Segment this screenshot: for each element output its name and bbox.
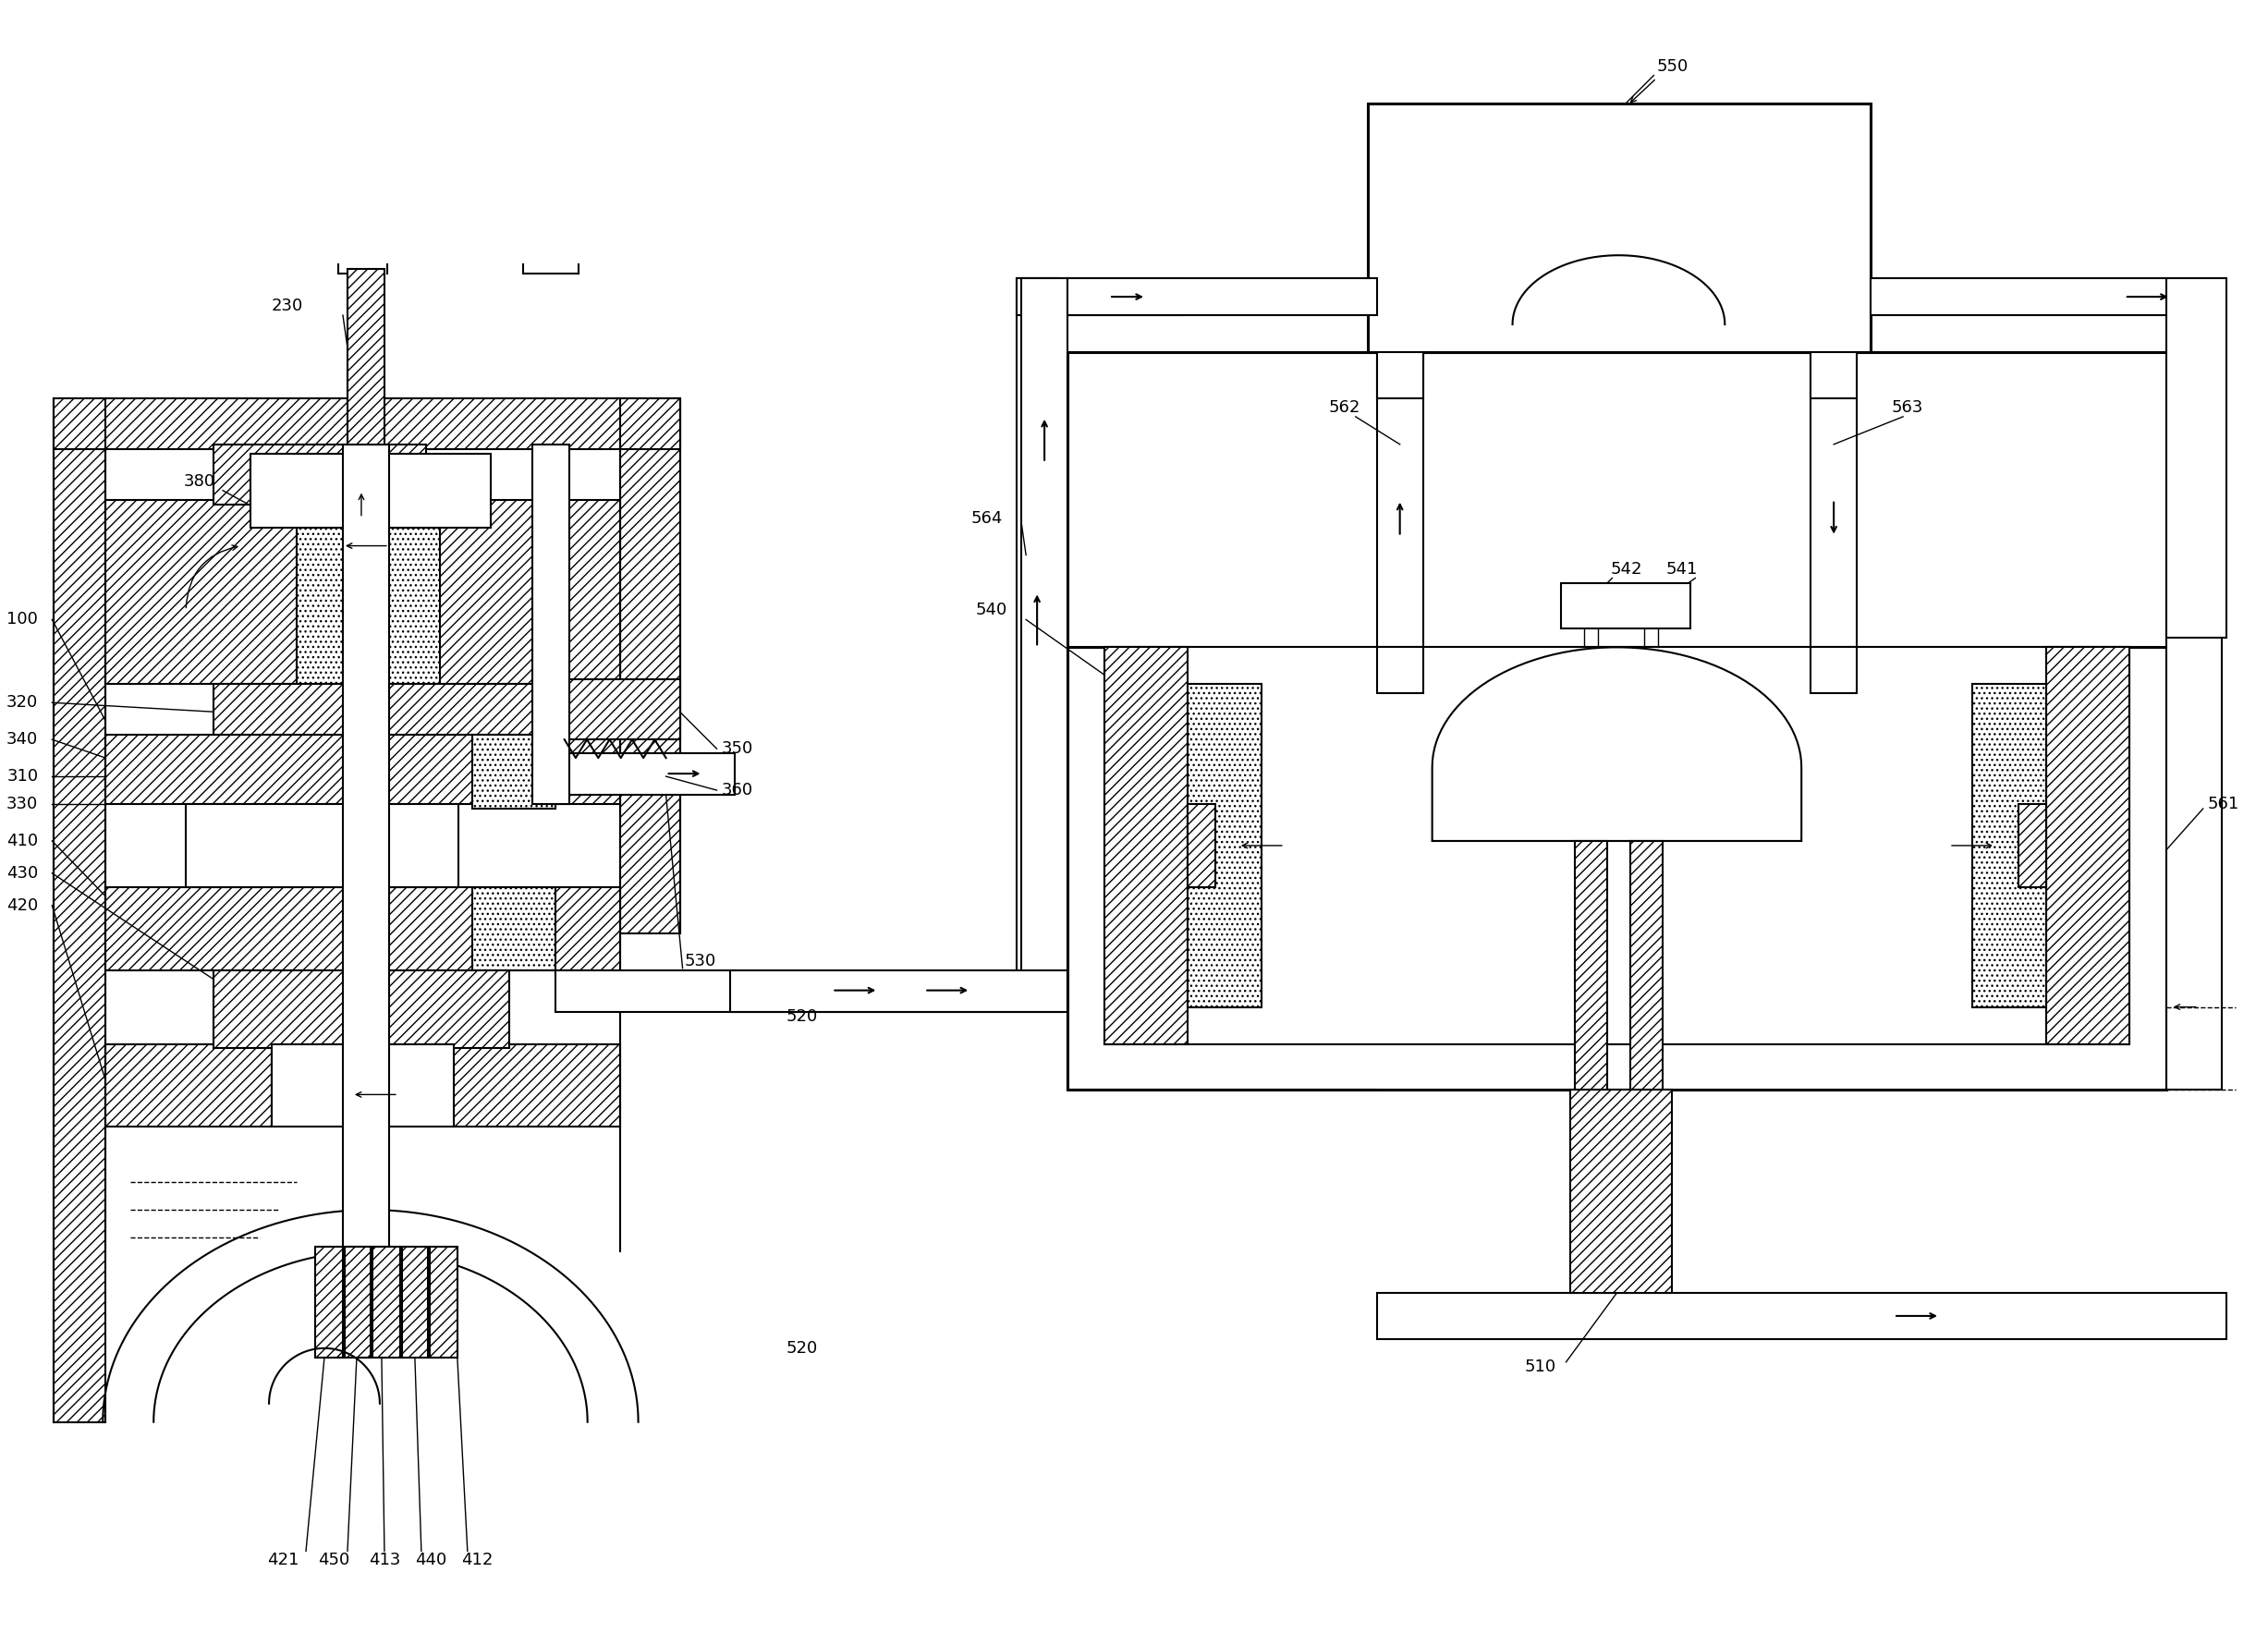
Bar <box>472 735 556 808</box>
Text: 542: 542 <box>1610 560 1642 576</box>
Text: 413: 413 <box>367 1551 399 1569</box>
Bar <box>347 269 383 444</box>
Bar <box>1377 353 1422 398</box>
Text: 520: 520 <box>787 1341 819 1357</box>
Text: 550: 550 <box>1656 57 1687 75</box>
Text: 564: 564 <box>971 509 1002 526</box>
Text: 440: 440 <box>415 1551 447 1569</box>
Bar <box>1105 647 2130 1043</box>
Text: 410: 410 <box>7 833 39 849</box>
Bar <box>1810 353 1857 398</box>
Text: 563: 563 <box>1892 398 1923 416</box>
Bar <box>1631 841 1662 1089</box>
Bar <box>1576 841 1608 1089</box>
Text: 360: 360 <box>721 782 753 799</box>
Text: 540: 540 <box>975 603 1007 619</box>
Bar <box>1016 278 1184 315</box>
Bar <box>551 753 735 795</box>
Bar <box>1016 278 1059 975</box>
Bar <box>429 1246 458 1357</box>
Bar <box>1810 353 1857 647</box>
Bar <box>556 970 1064 1011</box>
Bar <box>1021 278 1068 975</box>
Bar <box>186 803 458 887</box>
Bar <box>730 970 1068 1011</box>
Polygon shape <box>1431 647 1801 841</box>
Bar <box>107 887 619 970</box>
Bar <box>107 500 619 684</box>
Bar <box>107 735 619 803</box>
Bar <box>533 444 569 803</box>
Bar <box>1188 803 1216 887</box>
Bar <box>1368 103 1871 353</box>
Bar <box>619 398 680 932</box>
Text: 541: 541 <box>1665 560 1696 576</box>
Text: 421: 421 <box>268 1551 299 1569</box>
Text: 380: 380 <box>184 474 215 490</box>
Bar <box>1572 1089 1672 1293</box>
Bar <box>1068 601 2166 1089</box>
Bar <box>213 970 508 1048</box>
Bar <box>1068 278 1377 315</box>
Bar <box>54 398 107 1422</box>
Text: 350: 350 <box>721 740 753 758</box>
Text: 340: 340 <box>7 732 39 748</box>
Bar <box>1377 353 1422 647</box>
Bar <box>454 1043 619 1127</box>
Bar <box>213 444 426 505</box>
Text: 510: 510 <box>1524 1359 1556 1375</box>
Bar <box>107 1043 272 1127</box>
Text: 520: 520 <box>787 1008 819 1024</box>
Text: 420: 420 <box>7 897 39 914</box>
Bar <box>342 444 390 1246</box>
Text: 561: 561 <box>2207 795 2239 812</box>
Bar <box>297 500 440 684</box>
Bar <box>2166 601 2220 1089</box>
Bar <box>2046 647 2130 1043</box>
Bar <box>1377 647 1422 694</box>
Text: 450: 450 <box>318 1551 349 1569</box>
Text: 320: 320 <box>7 694 39 710</box>
Bar <box>2166 278 2227 639</box>
Bar <box>556 679 680 740</box>
Bar <box>249 454 490 527</box>
Bar <box>345 1246 370 1357</box>
Text: 230: 230 <box>272 297 304 314</box>
Text: 562: 562 <box>1329 398 1361 416</box>
Bar <box>272 1043 454 1127</box>
Bar <box>1068 353 2166 647</box>
Bar <box>2019 803 2046 887</box>
Bar <box>401 1246 429 1357</box>
Bar <box>1377 1293 2227 1339</box>
Bar <box>1871 278 2220 315</box>
Bar <box>1973 684 2046 1008</box>
Text: 330: 330 <box>7 795 39 812</box>
Text: 100: 100 <box>7 611 39 629</box>
Bar <box>213 684 619 735</box>
Text: 310: 310 <box>7 768 39 785</box>
Text: 530: 530 <box>685 952 717 968</box>
Bar <box>1810 647 1857 694</box>
Bar <box>372 1246 399 1357</box>
Bar <box>472 887 556 970</box>
Bar <box>315 1246 342 1357</box>
Bar <box>1188 684 1261 1008</box>
Text: 430: 430 <box>7 865 39 882</box>
Bar <box>54 398 680 449</box>
Bar <box>1560 583 1690 629</box>
Text: 412: 412 <box>460 1551 492 1569</box>
Bar <box>1105 647 1188 1043</box>
